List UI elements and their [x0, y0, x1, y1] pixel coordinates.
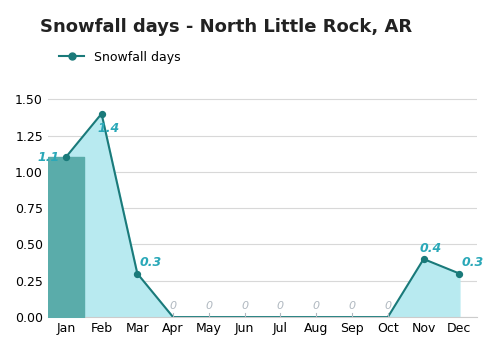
Text: 0: 0: [277, 301, 284, 312]
Text: 0: 0: [348, 301, 356, 312]
Point: [134, 271, 141, 277]
Text: 0: 0: [241, 301, 248, 312]
Point: [456, 271, 464, 277]
Text: 0.3: 0.3: [461, 256, 483, 269]
Text: 0: 0: [206, 301, 212, 312]
Text: Snowfall days - North Little Rock, AR: Snowfall days - North Little Rock, AR: [40, 18, 412, 35]
Point: [98, 111, 106, 117]
Text: 0.4: 0.4: [420, 241, 442, 255]
Text: 0: 0: [312, 301, 320, 312]
Text: 1.4: 1.4: [97, 122, 120, 135]
Text: 0: 0: [384, 301, 392, 312]
Legend: Snowfall days: Snowfall days: [54, 46, 186, 69]
Text: 0: 0: [170, 301, 176, 312]
Point: [420, 256, 428, 262]
Text: 1.1: 1.1: [37, 151, 60, 164]
Point: [62, 154, 70, 160]
Text: 0.3: 0.3: [139, 256, 162, 269]
